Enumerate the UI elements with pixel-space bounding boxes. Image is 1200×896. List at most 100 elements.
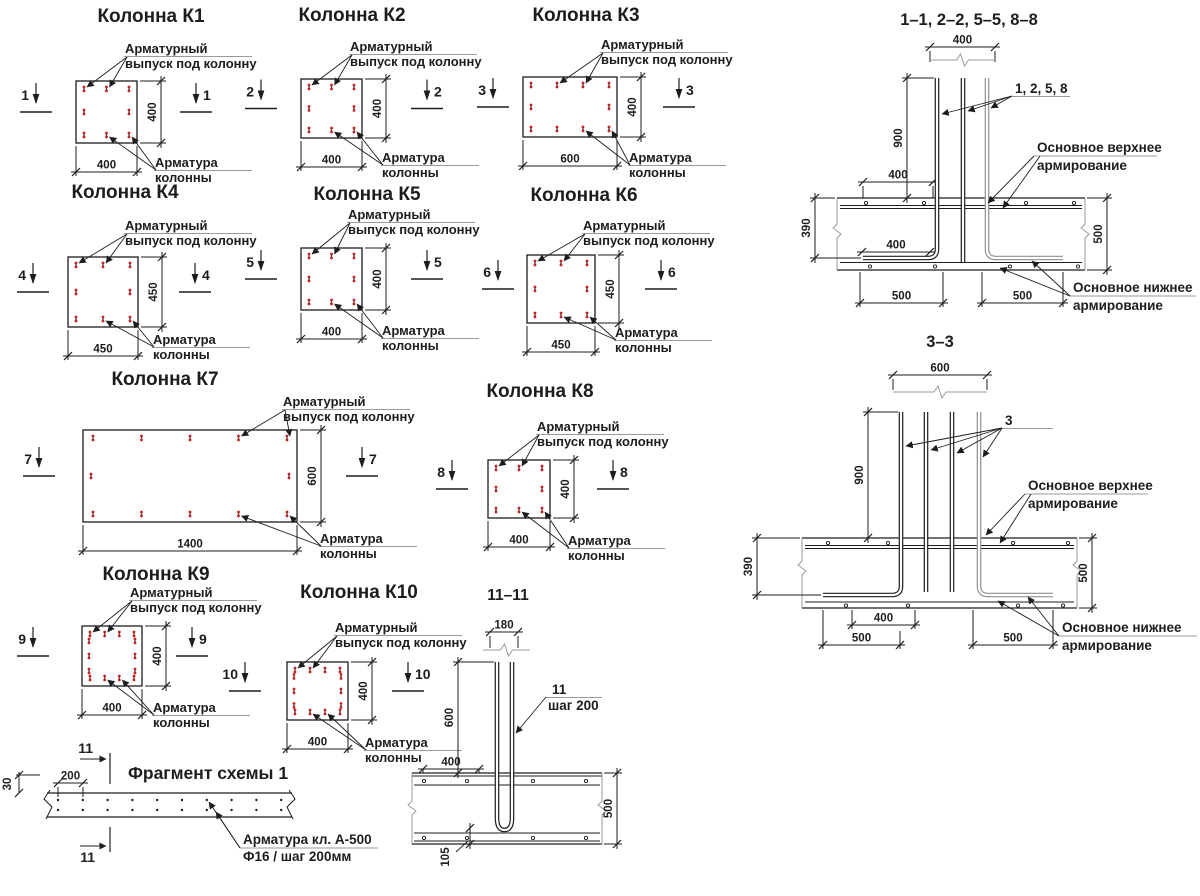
bar-note-line1: 11 [552, 682, 567, 697]
dim-label: 900 [893, 128, 905, 147]
mesh-dot [106, 808, 109, 812]
slab-break-edge [407, 800, 417, 816]
column-width-dim: 450 [551, 340, 570, 352]
rebar-dot [540, 489, 544, 493]
leader-line [78, 233, 128, 264]
rebar-dot-core [237, 513, 240, 515]
reinf-circle [885, 540, 891, 546]
section-mark-number: 1 [203, 87, 211, 103]
rebar-dot [330, 130, 333, 134]
rebar-dot [293, 708, 297, 712]
leader-line [284, 409, 293, 437]
outlet-label-line1: Арматурный [125, 41, 207, 56]
column-title: Колонна К3 [532, 5, 639, 26]
reinf-circle [421, 778, 427, 784]
reinf-circle [843, 603, 849, 608]
rebar-dot [494, 468, 498, 472]
rebar-dot-core [133, 633, 135, 635]
rebar-dot [585, 259, 589, 263]
rebar-dot [103, 674, 107, 678]
section-mark-arrow [494, 271, 502, 281]
leader-line [999, 493, 1032, 544]
rebar-dot-core [309, 711, 311, 713]
rebar-bar-outline [823, 412, 904, 598]
leader-line [132, 320, 155, 348]
rebar-dot [292, 677, 296, 680]
rebar-dot-core [309, 669, 311, 671]
section-mark-number: 9 [199, 631, 207, 647]
rebar-dot-core [330, 86, 333, 88]
dim-label: 400 [888, 170, 907, 182]
dim-tick [71, 167, 81, 177]
rebar-dot [127, 85, 131, 89]
rebar-dot-core [324, 711, 326, 713]
section-title: 11–11 [487, 587, 529, 604]
rebar-dot [132, 630, 136, 634]
rebar-dot [529, 85, 533, 89]
column-height-dim: 450 [148, 282, 160, 301]
rebar-dot [529, 129, 533, 133]
dim-tick [888, 370, 898, 380]
rebar-dot-core [293, 675, 295, 678]
rebar-dot [127, 112, 131, 116]
rebar-dot [338, 670, 342, 674]
mesh-dot [230, 798, 233, 802]
reinf-circle [464, 835, 470, 841]
dim-tick [614, 318, 624, 328]
mesh-dot [131, 798, 134, 802]
dim-tick [1058, 298, 1068, 308]
rebar-dot [533, 259, 537, 263]
dim-tick [910, 620, 920, 630]
rebar-bar-core [823, 412, 903, 597]
rebar-dot [287, 476, 291, 480]
rebar-dot-core [105, 88, 108, 90]
dim-tick [474, 764, 484, 774]
mesh-dot [255, 808, 258, 812]
rebar-dot [237, 438, 240, 442]
rebar-dot-core [353, 255, 355, 257]
dim-tick [858, 177, 868, 187]
rebar-dot-core [105, 134, 108, 136]
rebar-dot [88, 630, 92, 634]
outlet-label-line2: выпуск под колонну [348, 222, 480, 237]
leader-line [131, 136, 157, 171]
rebar-dot [292, 706, 296, 709]
rebar-dot-core [129, 291, 131, 293]
rebar-dot [74, 265, 78, 269]
rebar-dot [74, 319, 78, 323]
dim-tick [518, 161, 528, 171]
mesh-dot [180, 808, 184, 812]
leader-line [585, 130, 631, 166]
rebar-dot-core [339, 669, 341, 671]
column-title: Колонна К6 [530, 185, 637, 206]
rebar-dot-core [83, 111, 85, 113]
rebar-dot [540, 468, 544, 472]
column-outline [82, 429, 298, 523]
rebar-dot [133, 652, 137, 656]
rebar-dot [533, 289, 537, 293]
rebar-dot-core [134, 670, 136, 672]
rebar-dot-core [118, 633, 121, 635]
rebar-dot-core [293, 690, 295, 692]
dim-tick [316, 425, 326, 435]
outlet-label-line2: выпуск под колонну [283, 409, 415, 424]
dim-tick [292, 546, 302, 556]
rebar-dot [339, 673, 343, 676]
mesh-dot [131, 808, 134, 812]
rebar-dot-core [128, 134, 130, 136]
mesh-note-line2: Ф16 / шаг 200мм [243, 849, 351, 864]
rebar-label-line1: Арматура [320, 531, 384, 546]
rebar-dot-core [330, 129, 333, 131]
rebar-dot [307, 130, 311, 134]
rebar-bar-outline [494, 662, 515, 833]
rebar-dot-core [556, 84, 558, 86]
rebar-dot [188, 434, 192, 438]
rebar-dot [585, 285, 589, 289]
dim-tick [990, 42, 1000, 52]
section-mark-arrow [489, 89, 497, 99]
dim-tick [752, 533, 762, 543]
leader-line [311, 54, 353, 86]
section-mark-arrow [609, 471, 617, 481]
leader-line [537, 233, 586, 262]
